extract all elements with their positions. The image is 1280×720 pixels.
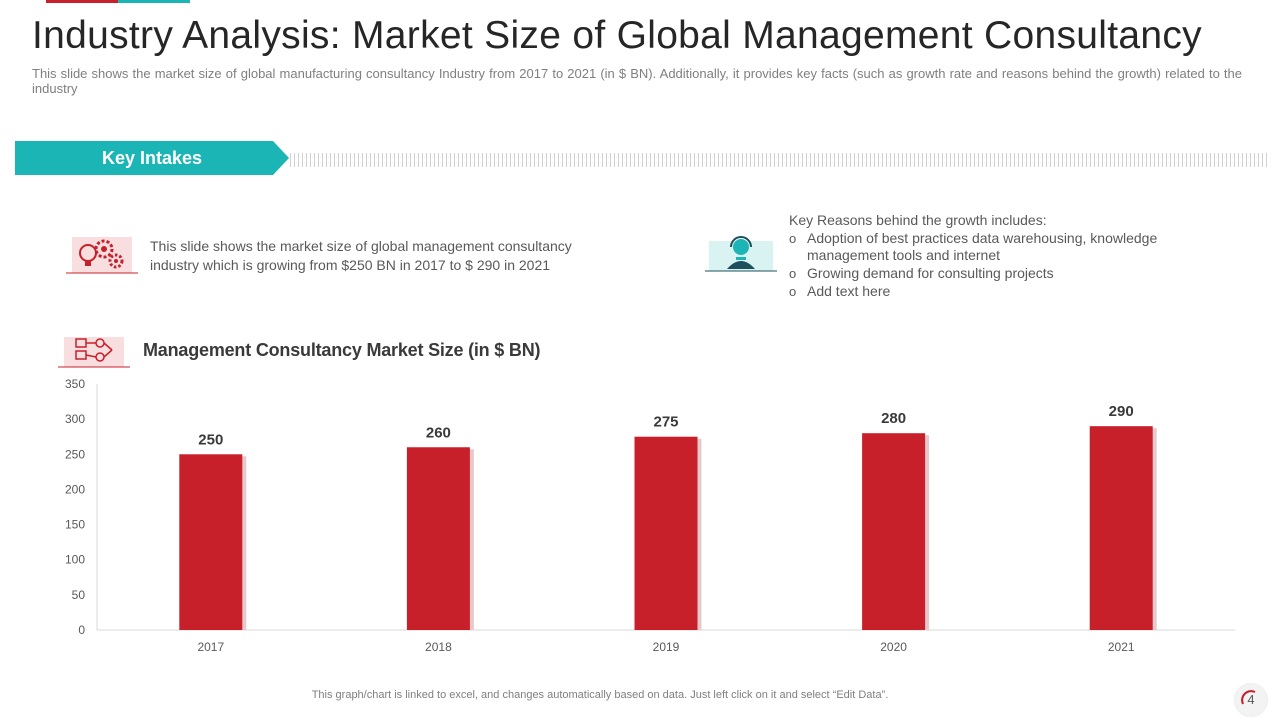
- top-accent-teal: [118, 0, 190, 3]
- y-tick-label: 0: [78, 623, 85, 637]
- list-item: o Adoption of best practices data warehou…: [789, 230, 1158, 263]
- data-label: 250: [198, 431, 223, 448]
- chart-title: Management Consultancy Market Size (in $…: [143, 340, 541, 360]
- y-tick-label: 150: [65, 518, 85, 532]
- x-tick-label: 2018: [425, 640, 452, 654]
- page-number-badge: 4: [1235, 684, 1267, 716]
- key-intakes-banner: Key Intakes: [15, 141, 289, 175]
- x-tick-label: 2017: [197, 640, 224, 654]
- growth-reasons: Key Reasons behind the growth includes: …: [789, 211, 1219, 300]
- page-number: 4: [1247, 692, 1255, 707]
- reasons-heading: Key Reasons behind the growth includes:: [789, 212, 1047, 228]
- data-label: 260: [426, 424, 451, 441]
- page-arc-icon: [1241, 690, 1256, 705]
- x-tick-label: 2021: [1108, 640, 1135, 654]
- y-tick-label: 50: [72, 588, 86, 602]
- footnote: This graph/chart is linked to excel, and…: [311, 689, 889, 701]
- bar: [634, 436, 698, 630]
- data-label: 280: [881, 410, 906, 427]
- bar: [862, 433, 926, 630]
- y-tick-label: 350: [65, 377, 85, 391]
- y-tick-label: 100: [65, 553, 85, 567]
- banner-label: Key Intakes: [101, 148, 203, 168]
- network-chart-icon: [58, 333, 130, 374]
- x-tick-label: 2020: [880, 640, 907, 654]
- support-agent-icon: [705, 233, 777, 280]
- banner-arrow-shape: [15, 141, 289, 175]
- bar: [406, 447, 470, 630]
- x-tick-label: 2019: [653, 640, 680, 654]
- gear-bulb-icon: [66, 233, 138, 280]
- bar: [1089, 426, 1153, 630]
- reasons-list: o Adoption of best practices data warehou…: [789, 230, 1219, 300]
- data-label: 275: [653, 414, 678, 431]
- intake-description: This slide shows the market size of glob…: [150, 238, 572, 273]
- bullet-icon: o: [789, 284, 797, 299]
- y-tick-label: 250: [65, 447, 85, 461]
- list-item: o Add text here: [789, 283, 891, 299]
- bar: [179, 454, 243, 630]
- slide-subtitle: This slide shows the market size of glob…: [32, 66, 1242, 96]
- y-tick-label: 300: [65, 412, 85, 426]
- list-item: o Growing demand for consulting projects: [789, 265, 1054, 281]
- slide-title: Industry Analysis: Market Size of Global…: [32, 14, 1202, 57]
- data-label: 290: [1109, 403, 1134, 420]
- top-accent-red: [46, 0, 118, 3]
- y-tick-label: 200: [65, 482, 85, 496]
- hatch-divider: [290, 153, 1270, 167]
- bullet-icon: o: [789, 266, 797, 281]
- bullet-icon: o: [789, 231, 797, 246]
